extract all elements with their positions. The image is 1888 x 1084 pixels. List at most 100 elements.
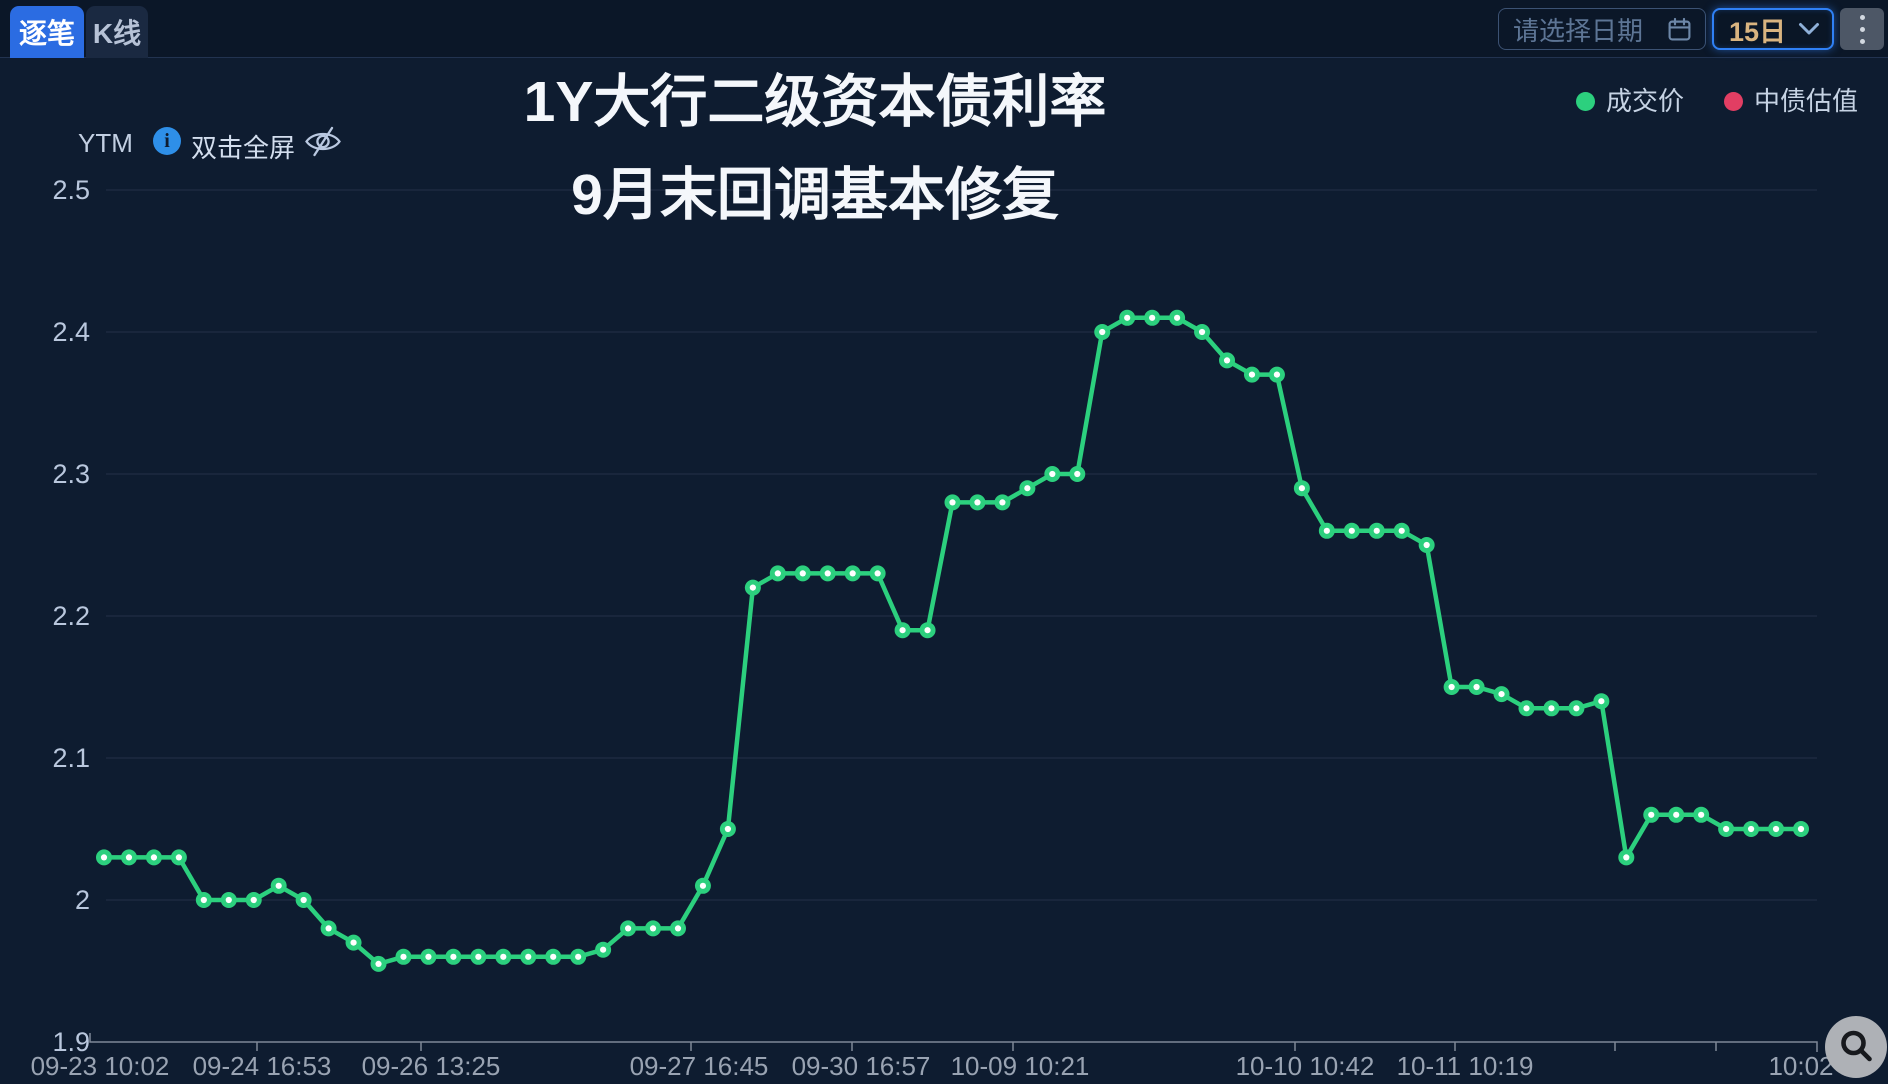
data-point-center: [1174, 314, 1181, 321]
magnifier-icon: [1834, 1025, 1878, 1069]
legend-label: 中债估值: [1754, 86, 1859, 116]
legend-dot-green: [1576, 91, 1595, 111]
x-tick-label: 09-24 16:53: [193, 1051, 332, 1081]
y-axis-name: YTM: [78, 128, 133, 158]
legend-label: 成交价: [1606, 86, 1685, 116]
data-point-center: [550, 953, 557, 960]
data-point-center: [375, 960, 382, 968]
x-tick-label: 10-10 10:42: [1236, 1051, 1375, 1081]
data-point-center: [899, 627, 906, 634]
legend-item-valuation[interactable]: 中债估值: [1724, 88, 1858, 114]
data-point-center: [575, 953, 582, 960]
data-point-center: [425, 953, 432, 960]
data-point-center: [1223, 357, 1231, 364]
data-point-center: [1698, 811, 1705, 818]
tab-label: K线: [92, 18, 142, 49]
data-point-center: [350, 939, 357, 946]
data-point-center: [475, 953, 482, 960]
data-point-center: [1248, 371, 1256, 378]
data-point-center: [1598, 698, 1605, 705]
data-point-center: [1049, 470, 1056, 478]
legend-dot-red: [1724, 91, 1744, 111]
data-point-center: [1273, 371, 1281, 378]
data-point-center: [1373, 527, 1380, 534]
data-point-center: [1473, 683, 1480, 691]
data-point-center: [724, 825, 731, 833]
vertical-dots-icon: [1859, 38, 1865, 44]
data-point-center: [624, 925, 632, 932]
date-picker-placeholder: 请选择日期: [1513, 15, 1644, 46]
data-point-center: [500, 953, 507, 960]
y-tick-label: 2.5: [52, 175, 90, 205]
data-point-center: [674, 925, 682, 932]
data-point-center: [200, 896, 207, 904]
data-point-center: [824, 570, 831, 577]
data-point-center: [1448, 683, 1455, 691]
y-tick-label: 2: [75, 885, 90, 915]
data-point-center: [999, 499, 1006, 506]
data-point-center: [1797, 825, 1805, 833]
data-point-center: [699, 882, 707, 889]
data-point-center: [300, 896, 307, 904]
data-point-center: [1573, 705, 1580, 712]
info-icon-glyph: i: [164, 129, 170, 152]
y-tick-label: 2.4: [52, 317, 90, 347]
data-point-center: [1498, 691, 1505, 698]
data-point-center: [450, 953, 457, 960]
x-tick-label: 10-09 10:21: [951, 1051, 1090, 1081]
tab-tick-by-tick[interactable]: 逐笔: [10, 6, 84, 58]
data-point-center: [150, 854, 158, 861]
x-axis-line: [89, 1033, 1818, 1052]
data-point-center: [874, 570, 881, 577]
data-point-center: [749, 584, 756, 591]
eye-slash-icon[interactable]: [303, 126, 343, 162]
data-point-center: [1298, 485, 1305, 492]
data-point-center: [774, 570, 781, 577]
data-point-center: [325, 925, 332, 932]
tab-kline[interactable]: K线: [86, 6, 148, 58]
data-point-center: [1323, 527, 1330, 534]
date-picker-input[interactable]: 请选择日期: [1498, 8, 1706, 50]
data-point-center: [949, 499, 956, 506]
y-tick-label: 2.3: [52, 459, 90, 489]
more-menu-button[interactable]: [1840, 8, 1884, 50]
period-dropdown-value: 15日: [1729, 16, 1787, 47]
data-point-center: [799, 570, 806, 577]
price-line: [101, 315, 1804, 967]
data-point-center: [1772, 825, 1780, 833]
data-point-center: [225, 896, 232, 904]
data-point-center: [1124, 314, 1131, 321]
y-tick-label: 2.2: [52, 601, 90, 631]
data-point-center: [1198, 328, 1206, 336]
vertical-dots-icon: [1859, 26, 1865, 32]
top-bar: 逐笔 K线 请选择日期 15日: [0, 0, 1888, 58]
data-point-center: [1149, 314, 1156, 321]
data-point-center: [1523, 705, 1530, 712]
x-tick-label: 09-23 10:02: [31, 1051, 170, 1081]
info-icon[interactable]: i: [153, 127, 181, 155]
x-tick-label: 10-11 10:19: [1397, 1051, 1534, 1081]
vertical-dots-icon: [1859, 14, 1865, 20]
data-point-center: [125, 854, 133, 861]
data-point-center: [100, 854, 108, 861]
zoom-search-button[interactable]: [1825, 1016, 1887, 1078]
data-point-center: [525, 953, 532, 960]
data-point-center: [849, 570, 856, 577]
data-point-center: [1348, 527, 1355, 534]
data-point-center: [600, 946, 607, 953]
data-point-center: [400, 953, 407, 960]
data-point-center: [1423, 541, 1430, 549]
data-point-center: [1099, 328, 1106, 336]
x-tick-label: 09-27 16:45: [630, 1051, 769, 1081]
period-dropdown[interactable]: 15日: [1712, 8, 1834, 50]
legend: 成交价 中债估值: [1576, 88, 1858, 114]
calendar-icon: [1666, 16, 1693, 43]
fullscreen-hint: 双击全屏: [191, 133, 296, 163]
data-point-center: [1398, 527, 1405, 534]
data-point-center: [1673, 811, 1680, 818]
chevron-down-icon: [1798, 22, 1820, 36]
legend-item-price[interactable]: 成交价: [1576, 88, 1684, 114]
x-tick-label: 09-26 13:25: [362, 1051, 501, 1081]
data-point-center: [1548, 705, 1555, 712]
